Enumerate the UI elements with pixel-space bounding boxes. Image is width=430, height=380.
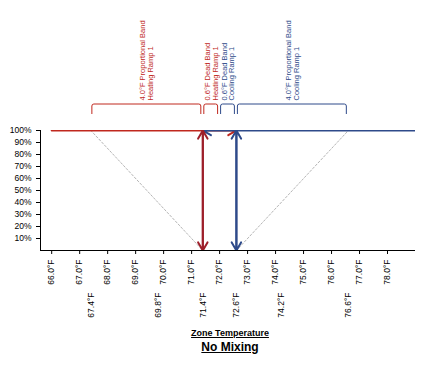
svg-text:71.4°F: 71.4°F bbox=[198, 293, 208, 318]
svg-text:68.0°F: 68.0°F bbox=[102, 260, 112, 285]
svg-text:70.0°F: 70.0°F bbox=[158, 260, 168, 285]
svg-text:76.0°F: 76.0°F bbox=[326, 260, 336, 285]
svg-text:66.0°F: 66.0°F bbox=[46, 260, 56, 285]
svg-text:20%: 20% bbox=[14, 221, 31, 231]
svg-text:100%: 100% bbox=[10, 125, 32, 135]
svg-text:4.0°F Proportional BandCooling: 4.0°F Proportional BandCooling Ramp 1 bbox=[284, 20, 301, 100]
svg-text:90%: 90% bbox=[14, 137, 31, 147]
svg-text:67.0°F: 67.0°F bbox=[74, 260, 84, 285]
svg-text:4.0°F Proportional BandHeating: 4.0°F Proportional BandHeating Ramp 1 bbox=[138, 20, 155, 100]
svg-text:80%: 80% bbox=[14, 149, 31, 159]
svg-text:72.0°F: 72.0°F bbox=[214, 260, 224, 285]
svg-text:69.8°F: 69.8°F bbox=[153, 293, 163, 318]
svg-text:77.0°F: 77.0°F bbox=[354, 260, 364, 285]
html-text:No Mixing: No Mixing bbox=[201, 340, 259, 354]
svg-text:60%: 60% bbox=[14, 173, 31, 183]
svg-text:73.0°F: 73.0°F bbox=[242, 260, 252, 285]
svg-text:76.6°F: 76.6°F bbox=[343, 293, 353, 318]
svg-text:30%: 30% bbox=[14, 209, 31, 219]
svg-text:40%: 40% bbox=[14, 197, 31, 207]
svg-text:72.6°F: 72.6°F bbox=[231, 293, 241, 318]
svg-text:50%: 50% bbox=[14, 185, 31, 195]
svg-text:78.0°F: 78.0°F bbox=[382, 260, 392, 285]
svg-text:74.2°F: 74.2°F bbox=[276, 293, 286, 318]
svg-text:74.0°F: 74.0°F bbox=[270, 260, 280, 285]
html-text:Zone Temperature: Zone Temperature bbox=[191, 328, 269, 338]
svg-text:71.0°F: 71.0°F bbox=[186, 260, 196, 285]
svg-text:69.0°F: 69.0°F bbox=[130, 260, 140, 285]
svg-text:67.4°F: 67.4°F bbox=[86, 293, 96, 318]
svg-text:10%: 10% bbox=[14, 233, 31, 243]
svg-text:0.6°F Dead BandCooling Ramp 1: 0.6°F Dead BandCooling Ramp 1 bbox=[220, 43, 237, 101]
svg-text:75.0°F: 75.0°F bbox=[298, 260, 308, 285]
svg-text:70%: 70% bbox=[14, 161, 31, 171]
svg-text:0.6°F Dead BandHeating Ramp 1: 0.6°F Dead BandHeating Ramp 1 bbox=[203, 43, 220, 101]
